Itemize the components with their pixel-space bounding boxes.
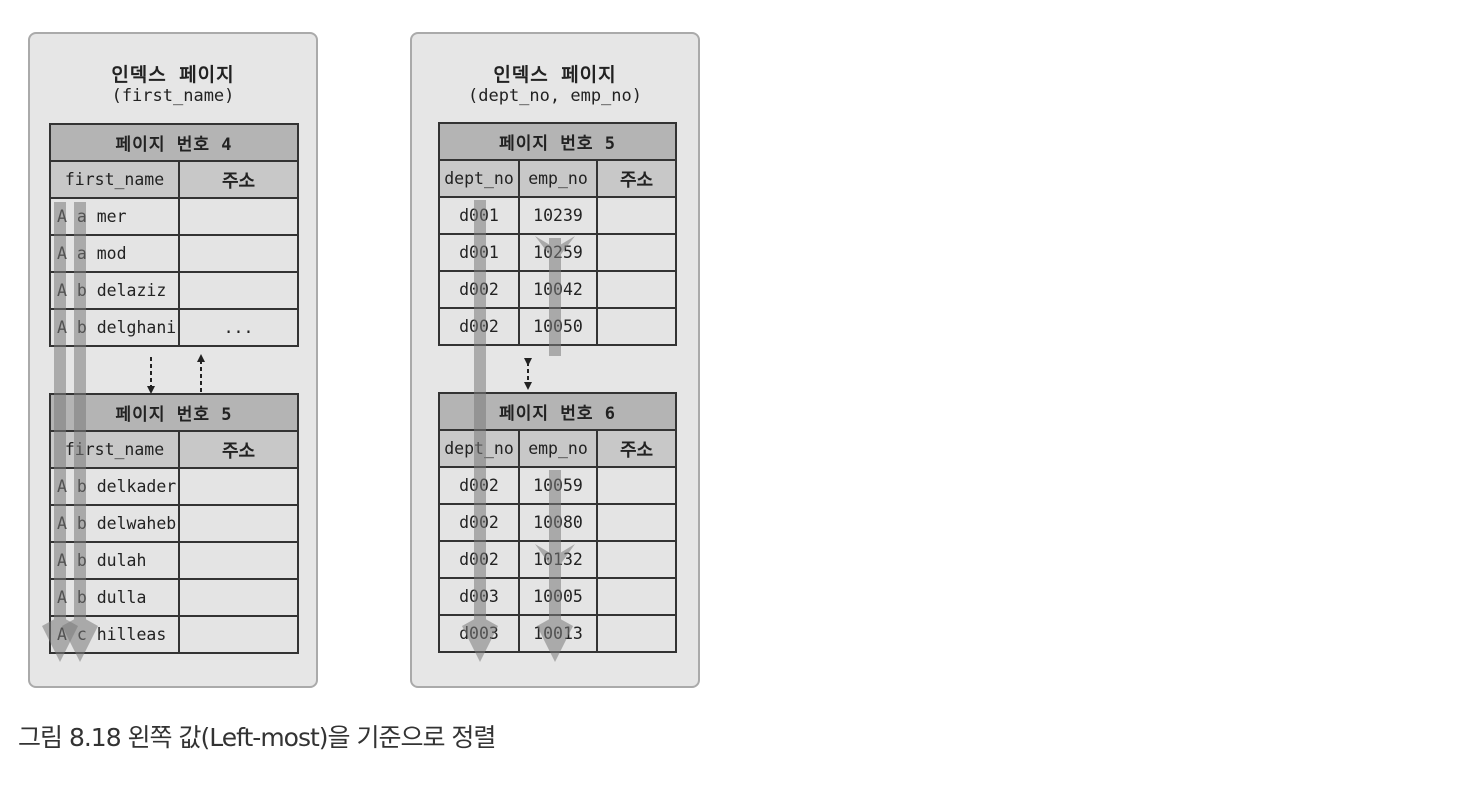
column-header-address: 주소 <box>178 430 299 469</box>
address-cell <box>178 234 299 273</box>
right-panel-subtitle: (dept_no, emp_no) <box>468 86 642 106</box>
emp-no-cell: 10080 <box>518 503 598 542</box>
first-name-cell: A a mod <box>49 234 180 273</box>
emp-no-cell: 10259 <box>518 233 598 272</box>
left-panel-subtitle: (first_name) <box>111 86 235 106</box>
dept-no-cell: d002 <box>438 503 520 542</box>
dept-no-cell: d002 <box>438 540 520 579</box>
left-page-5-table: 페이지 번호 5 first_name 주소 A b delkader A b … <box>49 393 299 654</box>
first-name-cell: A b dulah <box>49 541 180 580</box>
dept-no-cell: d002 <box>438 466 520 505</box>
address-cell <box>595 196 678 235</box>
dept-no-cell: d002 <box>438 307 520 346</box>
column-header-address: 주소 <box>595 429 678 468</box>
emp-no-cell: 10005 <box>518 577 598 616</box>
address-cell <box>595 540 678 579</box>
first-name-cell: A b delkader <box>49 467 180 506</box>
address-cell <box>595 270 678 309</box>
page-header: 페이지 번호 4 <box>49 123 299 162</box>
first-name-cell: A a mer <box>49 197 180 236</box>
emp-no-cell: 10132 <box>518 540 598 579</box>
dept-no-cell: d003 <box>438 577 520 616</box>
column-header-emp-no: emp_no <box>518 159 598 198</box>
first-name-cell: A b delaziz <box>49 271 180 310</box>
address-cell <box>178 271 299 310</box>
right-page-6-table: 페이지 번호 6 dept_no emp_no 주소 d002 10059 d00… <box>437 392 678 653</box>
dept-no-cell: d003 <box>438 614 520 653</box>
left-panel-title: 인덱스 페이지 <box>111 64 235 86</box>
address-cell <box>178 578 299 617</box>
page-header: 페이지 번호 5 <box>437 122 678 161</box>
column-header-dept-no: dept_no <box>438 159 520 198</box>
address-cell <box>595 614 678 653</box>
right-panel-title: 인덱스 페이지 <box>493 64 617 86</box>
emp-no-cell: 10239 <box>518 196 598 235</box>
address-cell <box>178 467 299 506</box>
column-header-dept-no: dept_no <box>438 429 520 468</box>
emp-no-cell: 10042 <box>518 270 598 309</box>
first-name-cell: A c hilleas <box>49 615 180 654</box>
emp-no-cell: 10050 <box>518 307 598 346</box>
page-header: 페이지 번호 6 <box>437 392 678 431</box>
page-header: 페이지 번호 5 <box>49 393 299 432</box>
dept-no-cell: d001 <box>438 233 520 272</box>
emp-no-cell: 10059 <box>518 466 598 505</box>
figure-caption: 그림 8.18 왼쪽 값(Left-most)을 기준으로 정렬 <box>18 723 496 752</box>
address-cell <box>595 577 678 616</box>
left-page-4-table: 페이지 번호 4 first_name 주소 A a mer A a mod A… <box>49 123 299 347</box>
emp-no-cell: 10013 <box>518 614 598 653</box>
address-cell <box>178 504 299 543</box>
first-name-cell: A b delghani <box>49 308 180 347</box>
right-page-5-table: 페이지 번호 5 dept_no emp_no 주소 d001 10239 d00… <box>437 122 678 346</box>
address-cell <box>595 503 678 542</box>
first-name-cell: A b dulla <box>49 578 180 617</box>
column-header-first-name: first_name <box>49 430 180 469</box>
column-header-first-name: first_name <box>49 160 180 199</box>
column-header-address: 주소 <box>178 160 299 199</box>
dept-no-cell: d001 <box>438 196 520 235</box>
dept-no-cell: d002 <box>438 270 520 309</box>
column-header-emp-no: emp_no <box>518 429 598 468</box>
address-cell <box>595 307 678 346</box>
address-cell: ... <box>178 308 299 347</box>
address-cell <box>178 615 299 654</box>
column-header-address: 주소 <box>595 159 678 198</box>
address-cell <box>595 233 678 272</box>
first-name-cell: A b delwaheb <box>49 504 180 543</box>
address-cell <box>178 541 299 580</box>
address-cell <box>595 466 678 505</box>
address-cell <box>178 197 299 236</box>
